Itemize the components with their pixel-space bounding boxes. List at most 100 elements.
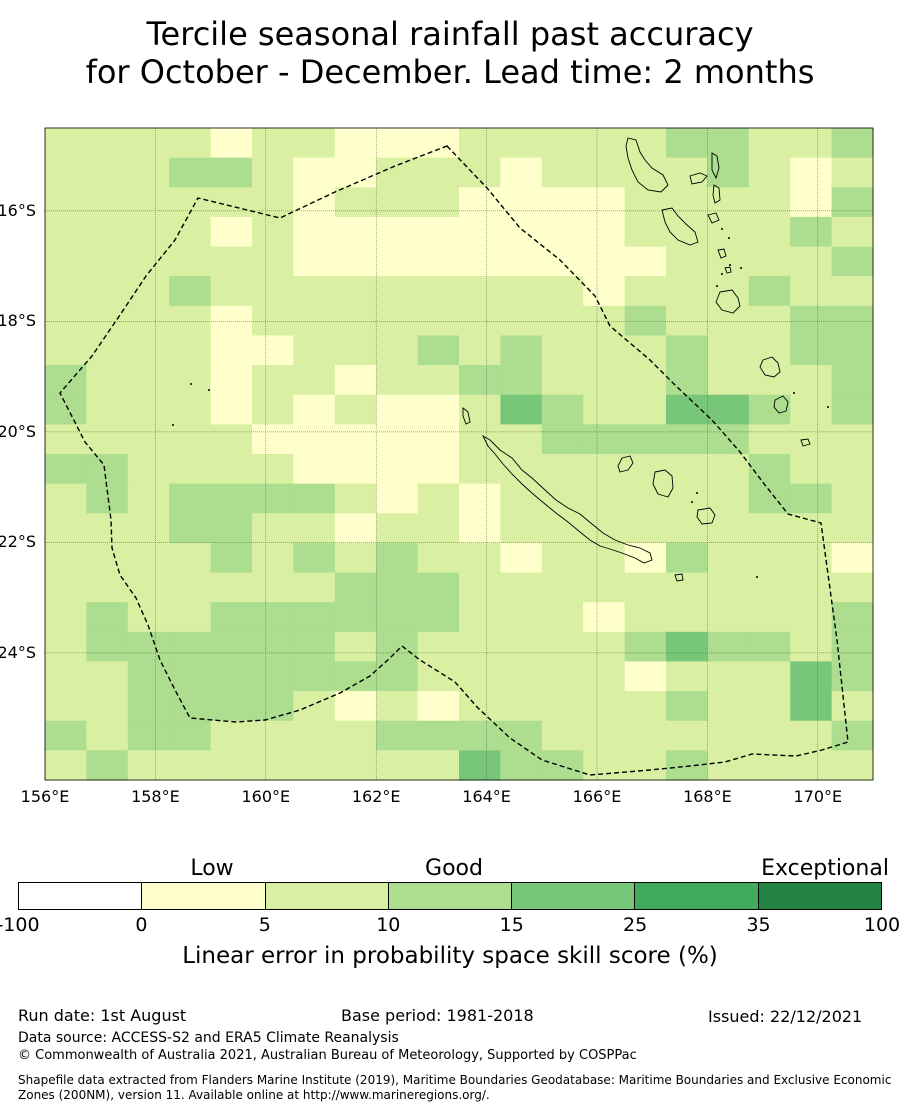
skill-cell xyxy=(666,216,708,248)
skill-cell xyxy=(624,276,667,307)
island-erromango xyxy=(759,356,781,378)
skill-cell xyxy=(624,128,667,159)
skill-cell xyxy=(541,691,584,722)
skill-cell xyxy=(293,661,336,692)
skill-cell xyxy=(210,276,253,307)
skill-cell xyxy=(831,276,874,307)
skill-cell xyxy=(293,542,336,574)
islet-dot xyxy=(729,264,731,266)
skill-cell xyxy=(45,750,87,781)
skill-cell xyxy=(252,720,294,751)
skill-cell xyxy=(376,513,419,544)
skill-cell xyxy=(748,128,791,159)
skill-cell xyxy=(748,602,791,633)
skill-cell xyxy=(417,454,460,485)
islet-dot xyxy=(172,424,174,426)
skill-cell xyxy=(210,424,253,455)
skill-cell xyxy=(624,631,667,663)
skill-cell xyxy=(210,602,253,633)
skill-cell xyxy=(831,572,874,603)
skill-cell xyxy=(210,691,253,722)
skill-cell xyxy=(293,483,336,514)
longitude-label: 156°E xyxy=(20,787,70,806)
skill-cell xyxy=(127,631,170,663)
skill-cell xyxy=(624,216,667,248)
islet-dot xyxy=(716,285,718,287)
skill-cell xyxy=(459,157,501,188)
skill-cell xyxy=(541,572,584,603)
skill-cell xyxy=(334,276,377,307)
skill-cell xyxy=(790,542,833,574)
island-epi xyxy=(717,248,727,259)
skill-cell xyxy=(748,394,791,425)
skill-cell xyxy=(376,187,419,218)
skill-cell xyxy=(86,157,129,188)
skill-cell xyxy=(169,602,212,633)
skill-cell xyxy=(169,691,212,722)
skill-cell xyxy=(500,661,543,692)
skill-cell xyxy=(831,454,874,485)
skill-cell xyxy=(334,454,377,485)
skill-cell xyxy=(210,661,253,692)
skill-cell xyxy=(790,483,833,514)
skill-cell xyxy=(169,216,212,248)
skill-cell xyxy=(45,305,87,337)
skill-cell xyxy=(666,276,708,307)
skill-cell xyxy=(334,661,377,692)
skill-cell xyxy=(583,216,626,248)
skill-cell xyxy=(45,542,87,574)
skill-cell xyxy=(583,454,626,485)
skill-cell xyxy=(169,720,212,751)
island-ouvea xyxy=(617,455,634,473)
skill-cell xyxy=(293,602,336,633)
skill-cell xyxy=(293,276,336,307)
skill-cell xyxy=(169,365,212,396)
colorbar xyxy=(18,882,882,910)
skill-cell xyxy=(707,276,750,307)
skill-cell xyxy=(252,276,294,307)
skill-cell xyxy=(541,542,584,574)
skill-cell xyxy=(666,157,708,188)
skill-cell xyxy=(707,216,750,248)
skill-cell xyxy=(790,750,833,781)
skill-cell xyxy=(748,424,791,455)
skill-cell xyxy=(417,542,460,574)
map-title-line-1: Tercile seasonal rainfall past accuracy xyxy=(146,15,754,53)
skill-cell xyxy=(210,187,253,218)
skill-cell xyxy=(334,720,377,751)
skill-cell xyxy=(417,246,460,277)
skill-cell xyxy=(790,631,833,663)
skill-cell xyxy=(334,365,377,396)
skill-cell xyxy=(86,720,129,751)
skill-cell xyxy=(707,631,750,663)
colorbar-category-low: Low xyxy=(190,856,234,881)
skill-cell xyxy=(790,424,833,455)
skill-cell xyxy=(376,246,419,277)
skill-cell xyxy=(252,157,294,188)
skill-cell xyxy=(417,602,460,633)
skill-cell xyxy=(831,394,874,425)
colorbar-tick-label: 15 xyxy=(499,914,524,936)
colorbar-tick-label: 100 xyxy=(863,914,900,936)
skill-cell xyxy=(210,216,253,248)
skill-cell xyxy=(583,572,626,603)
skill-cell xyxy=(45,276,87,307)
skill-cell xyxy=(334,602,377,633)
skill-cell xyxy=(459,572,501,603)
skill-cell xyxy=(210,365,253,396)
skill-cell xyxy=(624,305,667,337)
skill-cell xyxy=(707,572,750,603)
skill-cell xyxy=(748,335,791,366)
skill-cell xyxy=(127,305,170,337)
skill-cell xyxy=(86,750,129,781)
skill-cell xyxy=(127,128,170,159)
copyright: © Commonwealth of Australia 2021, Austra… xyxy=(18,1048,637,1063)
colorbar-segment xyxy=(512,883,636,909)
skill-cell xyxy=(624,602,667,633)
skill-cell xyxy=(293,157,336,188)
skill-cell xyxy=(583,394,626,425)
issued-date: Issued: 22/12/2021 xyxy=(708,1007,863,1026)
skill-cell xyxy=(376,483,419,514)
skill-cell xyxy=(624,187,667,218)
skill-cell xyxy=(293,246,336,277)
